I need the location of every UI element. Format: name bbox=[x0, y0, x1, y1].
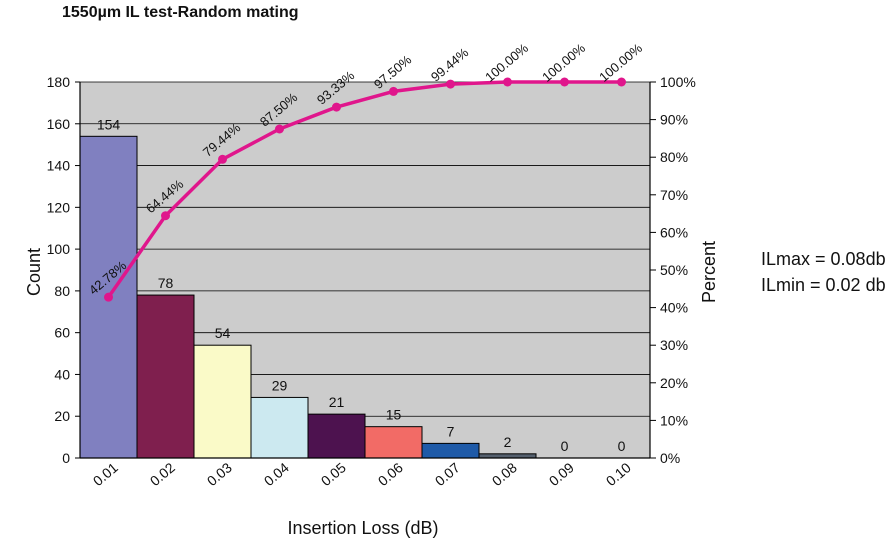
x-tick-label: 0.03 bbox=[204, 459, 235, 489]
x-tick-label: 0.02 bbox=[147, 459, 178, 489]
cumulative-point bbox=[218, 154, 227, 164]
y2-tick-label: 0% bbox=[660, 450, 680, 466]
bar-value-label: 21 bbox=[329, 394, 345, 410]
y2-tick-label: 50% bbox=[660, 262, 688, 278]
y2-axis-title: Percent bbox=[699, 241, 719, 303]
y-tick-label: 80 bbox=[54, 283, 70, 299]
bar-value-label: 0 bbox=[561, 438, 569, 454]
y-tick-label: 0 bbox=[62, 450, 70, 466]
bar-0.07 bbox=[421, 442, 480, 459]
cumulative-point bbox=[617, 77, 626, 87]
bar-value-labels: 154 78 54 29 21 15 7 2 0 0 bbox=[97, 116, 626, 454]
y-tick-label: 120 bbox=[47, 199, 71, 215]
y-tick-label: 180 bbox=[47, 74, 71, 90]
chart-title: 1550µm IL test-Random mating bbox=[62, 4, 299, 21]
bar-series bbox=[79, 135, 537, 459]
cumulative-point bbox=[503, 77, 512, 87]
x-tick-label: 0.10 bbox=[603, 459, 634, 489]
cumulative-point bbox=[560, 77, 569, 87]
cumulative-point bbox=[332, 102, 341, 112]
x-tick-label: 0.08 bbox=[489, 459, 520, 489]
bar-value-label: 154 bbox=[97, 116, 121, 132]
bar-value-label: 7 bbox=[447, 423, 455, 439]
y-tick-label: 60 bbox=[54, 325, 70, 341]
cumulative-point bbox=[104, 292, 113, 302]
x-axis-title: Insertion Loss (dB) bbox=[287, 518, 438, 538]
cumulative-line bbox=[107, 80, 622, 299]
y2-tick-label: 80% bbox=[660, 149, 688, 165]
x-axis-ticks: 0.01 0.02 0.03 0.04 0.05 0.06 0.07 0.08 0.09 0.10 bbox=[90, 459, 634, 489]
y2-tick-label: 60% bbox=[660, 224, 688, 240]
y2-axis-ticks: 0% 10% 20% 30% 40% 50% 60% 70% 80% 90% 100% bbox=[650, 74, 696, 466]
bar-value-label: 15 bbox=[386, 407, 402, 423]
y2-tick-label: 90% bbox=[660, 112, 688, 128]
y2-tick-label: 70% bbox=[660, 187, 688, 203]
y-tick-label: 40 bbox=[54, 366, 70, 382]
x-tick-label: 0.06 bbox=[375, 459, 406, 489]
y-tick-label: 160 bbox=[47, 116, 71, 132]
y-axis-ticks: 0 20 40 60 80 100 120 140 160 180 bbox=[47, 74, 80, 466]
annotation-ilmax: ILmax = 0.08db bbox=[761, 249, 886, 269]
cumulative-percent-label: 99.44% bbox=[428, 44, 472, 84]
y-tick-label: 140 bbox=[47, 158, 71, 174]
x-tick-label: 0.09 bbox=[546, 459, 577, 489]
bar-0.08 bbox=[478, 453, 537, 459]
bar-0.04 bbox=[250, 396, 309, 459]
cumulative-point bbox=[161, 211, 170, 221]
y-tick-label: 100 bbox=[47, 241, 71, 257]
y2-tick-label: 10% bbox=[660, 412, 688, 428]
y-tick-label: 20 bbox=[54, 408, 70, 424]
bar-0.06 bbox=[364, 426, 423, 459]
y2-tick-label: 30% bbox=[660, 337, 688, 353]
bar-value-label: 54 bbox=[215, 325, 231, 341]
x-tick-label: 0.05 bbox=[318, 459, 349, 489]
cumulative-point bbox=[275, 124, 284, 134]
bar-value-label: 29 bbox=[272, 377, 288, 393]
x-tick-label: 0.04 bbox=[261, 459, 292, 489]
x-tick-label: 0.07 bbox=[432, 459, 463, 489]
y2-tick-label: 100% bbox=[660, 74, 696, 90]
bar-0.05 bbox=[307, 413, 366, 459]
cumulative-point bbox=[446, 79, 455, 89]
bar-value-label: 2 bbox=[504, 434, 512, 450]
cumulative-point bbox=[389, 86, 398, 96]
annotation-ilmin: ILmin = 0.02 db bbox=[761, 275, 886, 295]
bar-value-label: 0 bbox=[618, 438, 626, 454]
y2-tick-label: 20% bbox=[660, 375, 688, 391]
x-tick-label: 0.01 bbox=[90, 459, 121, 489]
y-axis-title: Count bbox=[24, 248, 44, 296]
bar-value-label: 78 bbox=[158, 275, 174, 291]
cumulative-percent-series bbox=[104, 77, 626, 302]
y2-tick-label: 40% bbox=[660, 300, 688, 316]
bar-0.02 bbox=[136, 294, 195, 459]
bar-0.03 bbox=[193, 344, 252, 459]
